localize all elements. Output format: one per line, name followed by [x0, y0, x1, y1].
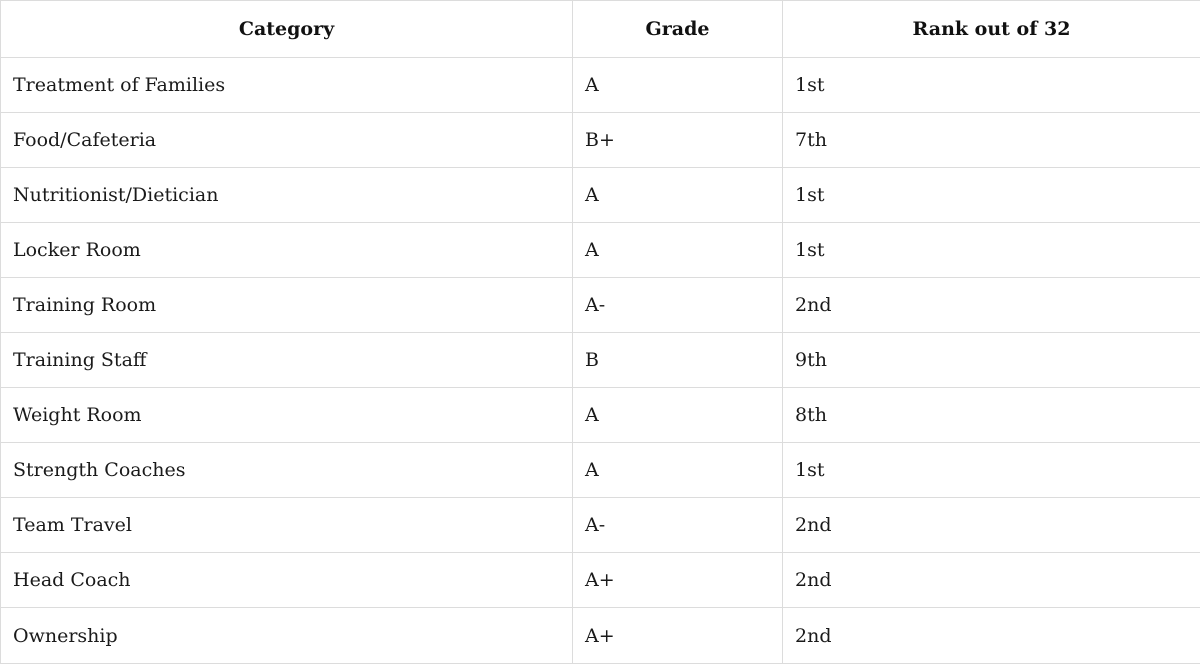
cell-grade: A [572, 57, 783, 113]
cell-grade: B [572, 332, 783, 388]
header-grade: Grade [572, 0, 783, 58]
cell-category: Training Room [0, 277, 573, 333]
table-row: Head Coach A+ 2nd [0, 552, 1200, 608]
cell-grade: A [572, 442, 783, 498]
cell-category: Ownership [0, 607, 573, 664]
cell-grade: A- [572, 277, 783, 333]
table-row: Weight Room A 8th [0, 387, 1200, 443]
cell-rank: 8th [782, 387, 1200, 443]
table-row: Treatment of Families A 1st [0, 57, 1200, 113]
header-row: Category Grade Rank out of 32 [0, 0, 1200, 58]
table-row: Food/Cafeteria B+ 7th [0, 112, 1200, 168]
cell-rank: 1st [782, 222, 1200, 278]
cell-rank: 9th [782, 332, 1200, 388]
table-row: Ownership A+ 2nd [0, 607, 1200, 664]
cell-category: Weight Room [0, 387, 573, 443]
table-row: Nutritionist/Dietician A 1st [0, 167, 1200, 223]
cell-category: Team Travel [0, 497, 573, 553]
cell-category: Treatment of Families [0, 57, 573, 113]
cell-rank: 2nd [782, 277, 1200, 333]
cell-rank: 2nd [782, 607, 1200, 664]
table-row: Training Room A- 2nd [0, 277, 1200, 333]
cell-rank: 1st [782, 442, 1200, 498]
cell-category: Food/Cafeteria [0, 112, 573, 168]
cell-grade: A- [572, 497, 783, 553]
cell-category: Locker Room [0, 222, 573, 278]
cell-category: Nutritionist/Dietician [0, 167, 573, 223]
cell-grade: A+ [572, 552, 783, 608]
table-row: Training Staff B 9th [0, 332, 1200, 388]
cell-category: Training Staff [0, 332, 573, 388]
cell-rank: 1st [782, 167, 1200, 223]
cell-rank: 2nd [782, 552, 1200, 608]
table-body: Treatment of Families A 1st Food/Cafeteria B… [0, 57, 1200, 664]
table-row: Strength Coaches A 1st [0, 442, 1200, 498]
table-row: Locker Room A 1st [0, 222, 1200, 278]
header-category: Category [0, 0, 573, 58]
cell-rank: 7th [782, 112, 1200, 168]
cell-rank: 2nd [782, 497, 1200, 553]
cell-grade: A [572, 387, 783, 443]
cell-grade: A [572, 167, 783, 223]
cell-rank: 1st [782, 57, 1200, 113]
cell-grade: A+ [572, 607, 783, 664]
header-rank: Rank out of 32 [782, 0, 1200, 58]
cell-grade: B+ [572, 112, 783, 168]
cell-category: Strength Coaches [0, 442, 573, 498]
table-row: Team Travel A- 2nd [0, 497, 1200, 553]
cell-category: Head Coach [0, 552, 573, 608]
cell-grade: A [572, 222, 783, 278]
